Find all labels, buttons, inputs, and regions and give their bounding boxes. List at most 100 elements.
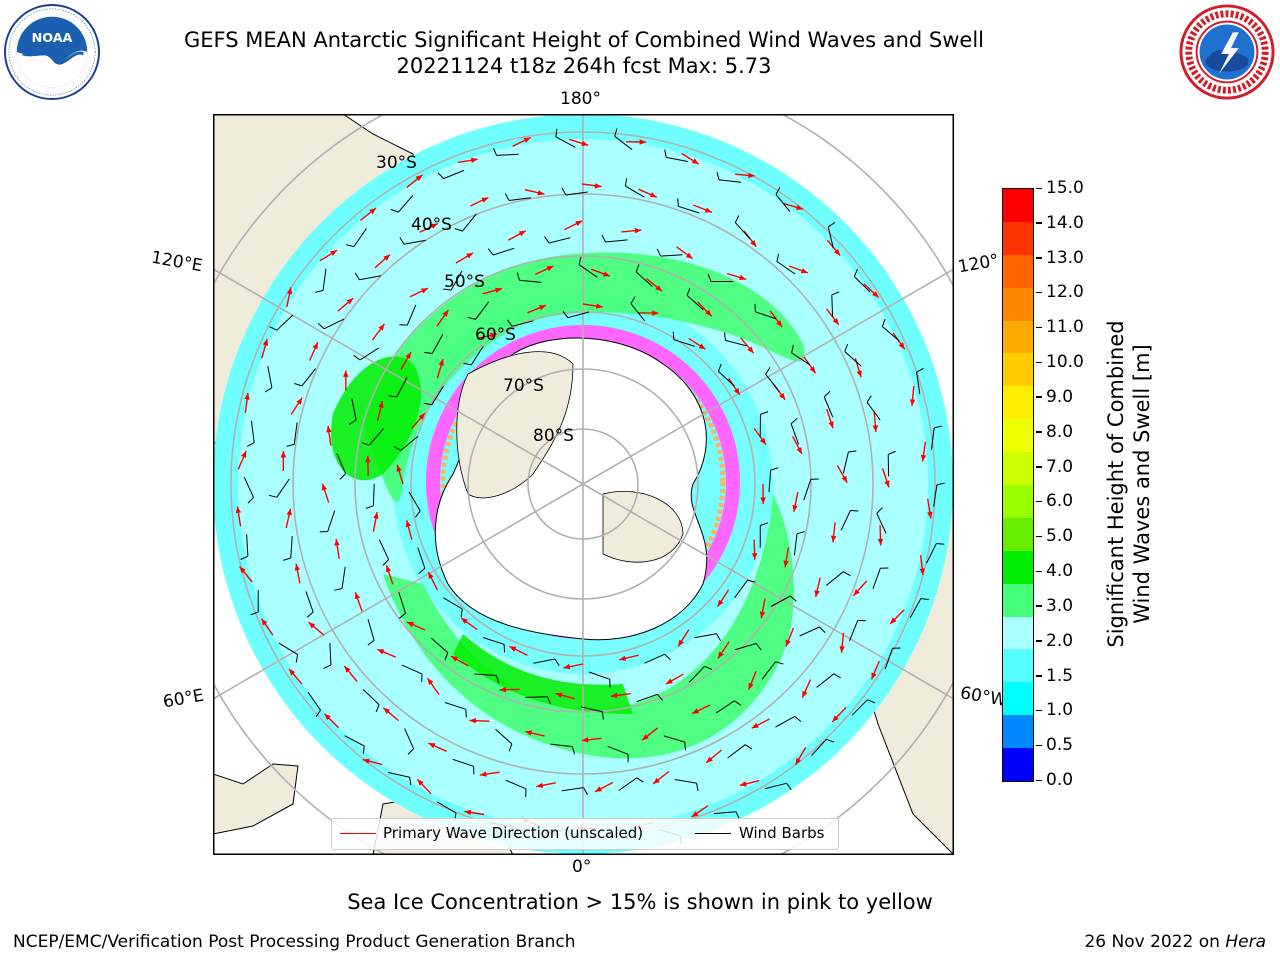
wave-arrow-head [479,771,487,777]
wind-barb-flag [794,716,802,722]
wind-barb-flag [393,446,402,451]
wind-barb-flag [375,704,380,713]
wave-arrow-head [417,779,424,786]
wind-barb-flag [686,287,691,296]
wind-barb-staff [673,339,695,347]
wind-barb-flag [867,699,876,704]
wave-arrow-head [241,450,247,458]
wave-arrow-head [832,318,839,325]
wave-arrow-head [909,399,916,406]
wind-barb-staff [713,811,736,815]
wind-barb-flag [250,611,259,616]
wind-barb-staff [761,661,776,680]
wave-arrow-head [830,535,837,543]
wind-barb-flag [734,700,742,706]
colorbar-title: Significant Height of Combined Wind Wave… [1100,188,1158,780]
wave-direction-arrows [235,136,933,831]
wind-barb-staff [823,396,834,418]
wind-barb-staff [614,135,633,151]
wave-arrow-head [748,172,755,179]
wave-arrow-head [294,563,300,571]
wind-barb-staff [715,700,735,714]
wind-barb-flag [382,559,389,566]
wave-arrow-head [828,421,834,429]
wind-barb-flag [636,777,644,783]
wind-barb-flag [268,494,277,498]
wind-barb-flag [920,598,929,601]
colorbar-segment [1003,386,1033,420]
wave-arrow-head [733,388,740,395]
wave-arrow-head [717,599,724,607]
wave-arrow-head [581,140,589,146]
wind-barb-staff [372,483,375,506]
wind-barb-staff [831,294,834,317]
wave-arrow-head [421,288,428,294]
wave-arrow-head [698,343,706,350]
wave-arrow-head [428,572,434,579]
wave-arrow-head [802,690,808,698]
colorbar-tick-mark [1036,744,1042,747]
wind-barb-staff [811,738,827,756]
lat-label-80: 80°S [533,426,574,446]
noaa-logo: NOAA [3,3,101,101]
wind-barb-staff [775,715,795,728]
wind-barb-flag [463,362,472,366]
wind-barb-staff [436,801,457,814]
wave-arrow-head [427,678,434,685]
wave-arrow-head [312,342,318,350]
colorbar-tick-label: 5.0 [1046,526,1074,547]
colorbar-segment [1003,517,1033,552]
colorbar-segment [1003,221,1033,256]
wave-arrow-head [430,223,438,229]
wind-barb-flag [367,639,375,646]
colorbar-segment [1003,583,1033,618]
wind-barb-staff [790,423,800,445]
wave-arrow-head [706,756,713,763]
wave-arrow-head [326,425,332,433]
wind-barb-staff [916,372,921,395]
wind-barb-flag [823,391,831,398]
lon-label-60e: 60°E [161,685,206,713]
wind-barb-flag [323,664,332,669]
wind-barb-flag [656,248,662,257]
wind-barb-flag [624,178,628,187]
wave-arrow-head [280,451,287,458]
wave-arrow-head [839,646,845,653]
wave-arrow-head [594,183,602,189]
wind-barb-flag [353,354,361,361]
wind-barb-flag [454,228,463,232]
wave-arrow-head [442,309,449,317]
wave-arrow-head [884,480,890,488]
colorbar-tick-label: 11.0 [1046,317,1084,338]
wave-arrow-head [523,137,531,143]
colorbar-tick-label: 1.0 [1046,700,1074,721]
wind-barb-flag [776,253,780,262]
wind-barb-flag [775,187,781,195]
wave-arrow-head [795,757,802,765]
wind-barb-flag [876,507,883,514]
wave-arrow-head [776,320,783,327]
wind-barb-staff [635,271,653,287]
wind-barb-flag [315,290,324,293]
wind-barb-flag [361,442,370,446]
colorbar-tick-label: 15.0 [1046,178,1084,198]
wind-barb-staff [404,239,426,245]
wind-barb-flag [635,264,640,273]
colorbar-tick-mark [1036,431,1042,433]
map-border [213,114,954,855]
colorbar-tick-mark [1036,396,1042,398]
wind-barb-staff [353,228,367,247]
wind-barb-flag [286,443,295,447]
chart-subtitle: 20221124 t18z 264h fcst Max: 5.73 [396,54,772,78]
wave-arrow-head [538,305,546,311]
wind-barb-staff [827,226,834,249]
wind-barb-flag [790,418,798,425]
wave-arrow-head [555,692,563,698]
wind-barb-staff [301,368,316,387]
wind-barb-staff [430,637,449,653]
colorbar-tick-label: 14.0 [1046,212,1084,233]
wind-barb-flag [614,128,618,137]
wind-barb-flag [796,531,805,535]
wave-arrow-head [262,338,269,346]
wave-arrow-head [796,447,802,455]
